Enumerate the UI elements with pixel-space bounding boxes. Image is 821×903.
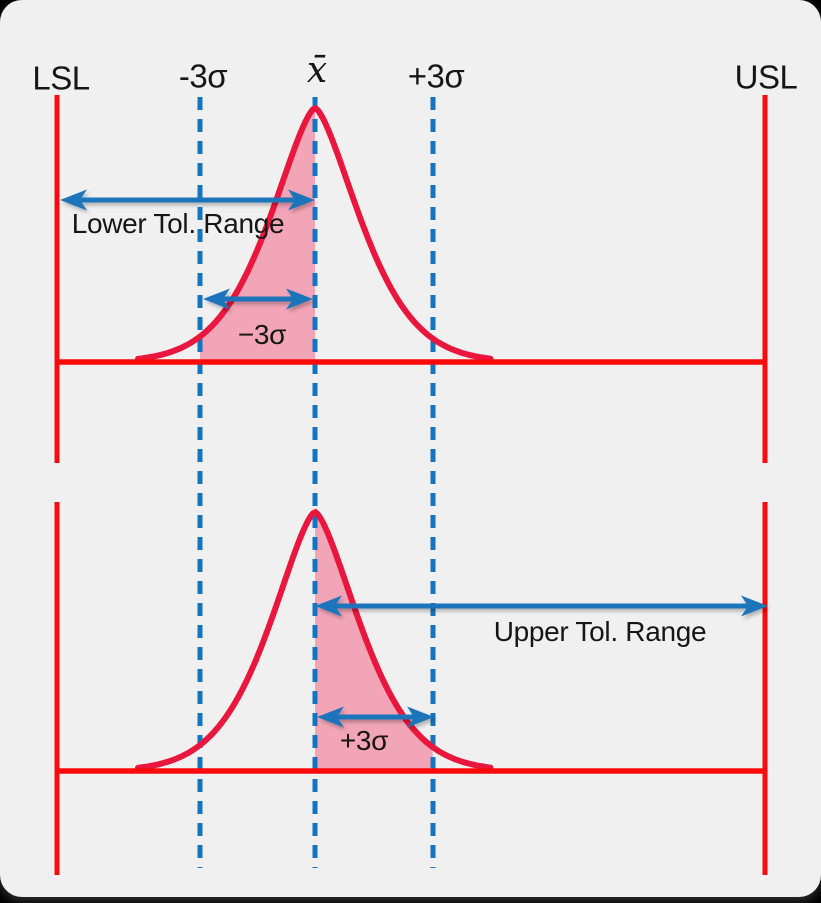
mean-xbar-label: x̄ <box>306 50 328 91</box>
minus-3-sigma-arrow <box>203 288 313 310</box>
plus-3-sigma-label: +3σ <box>407 57 465 95</box>
usl-label: USL <box>734 58 798 96</box>
upper-tol-range-arrow <box>315 595 768 617</box>
plus-3-sigma-arrow <box>317 706 434 728</box>
lower-tol-range-arrow <box>60 189 315 211</box>
minus-3-sigma-label: -3σ <box>178 57 228 95</box>
lsl-label: LSL <box>32 59 90 97</box>
lower-tol-range-label: Lower Tol. Range <box>71 208 285 239</box>
minus-3-sigma-arrow-label: −3σ <box>237 319 287 350</box>
upper-tol-range-label: Upper Tol. Range <box>493 616 707 647</box>
top-bell-curve <box>135 104 494 362</box>
bottom-shaded-area <box>315 512 433 771</box>
bottom-bell-curve <box>135 508 494 771</box>
plus-3-sigma-arrow-label: +3σ <box>339 725 389 756</box>
